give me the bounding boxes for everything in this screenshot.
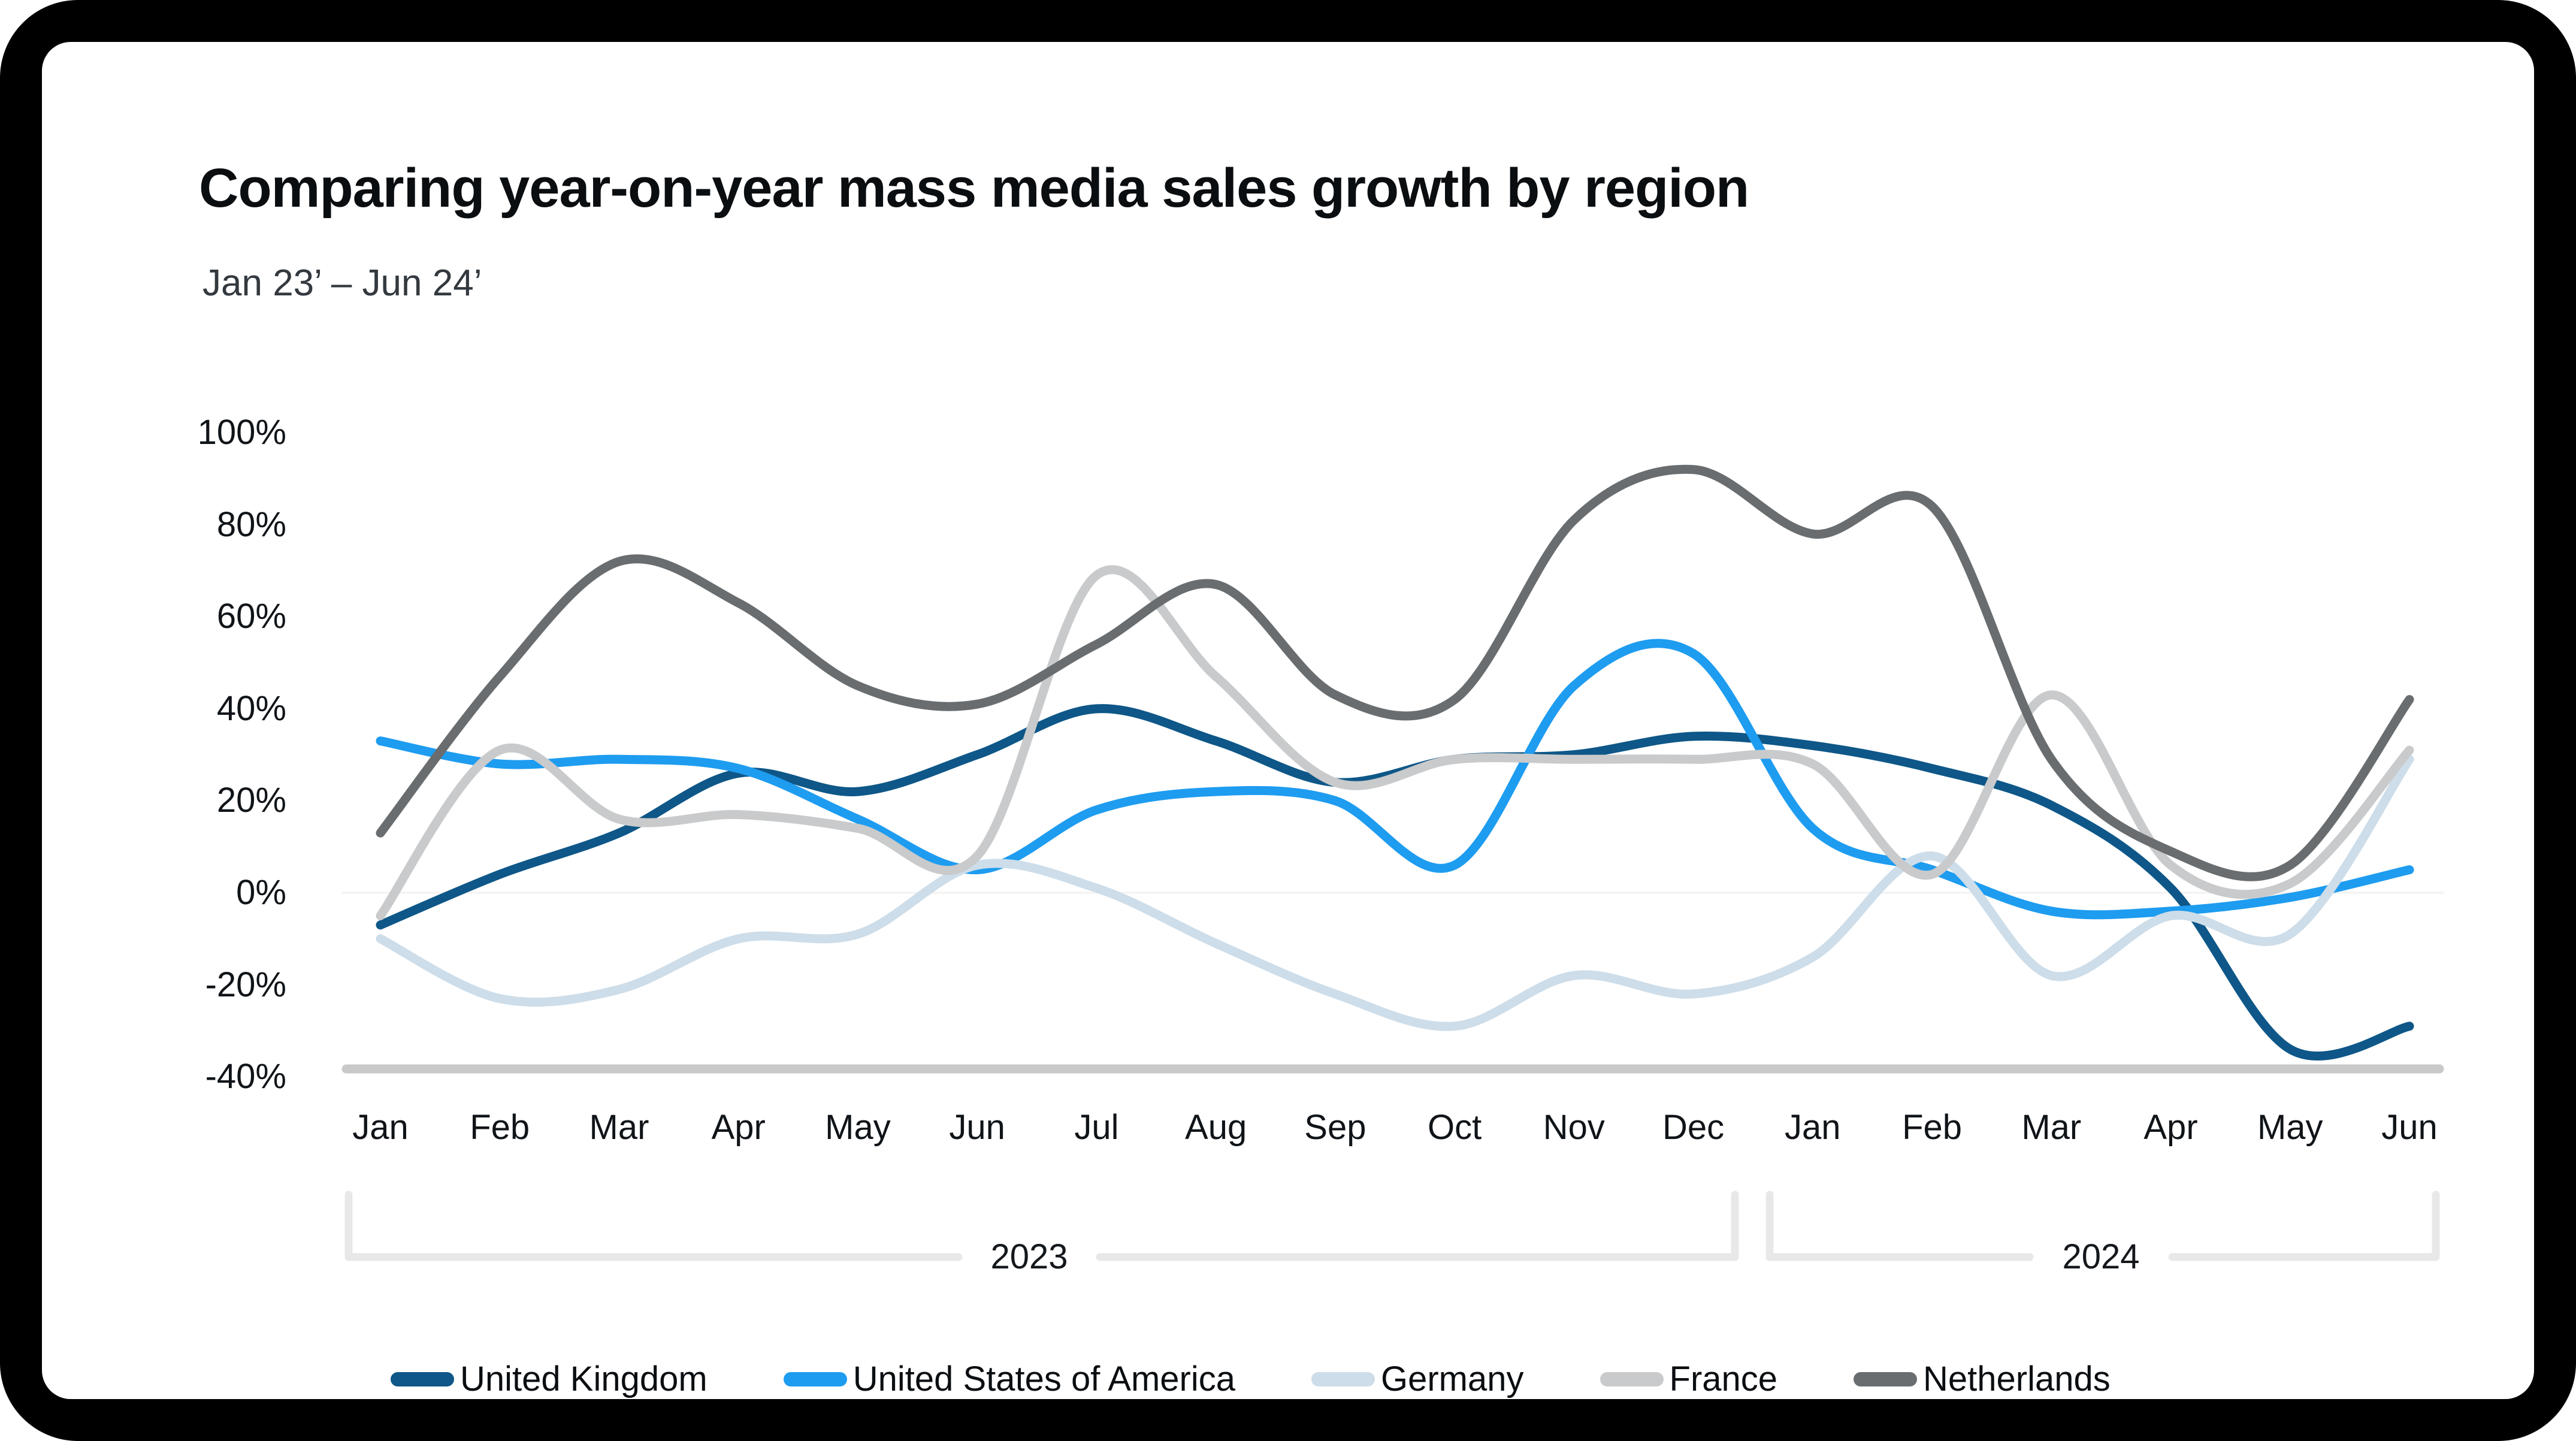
series-lines bbox=[376, 464, 2414, 1061]
x-tick-oct-9: Oct bbox=[1427, 1108, 1482, 1147]
legend-swatch-icon bbox=[783, 1372, 847, 1386]
legend-label: France bbox=[1669, 1360, 1778, 1398]
y-tick--40: -40% bbox=[205, 1057, 286, 1096]
y-tick-60: 60% bbox=[216, 597, 286, 636]
x-tick-mar-14: Mar bbox=[2021, 1108, 2082, 1147]
legend-label: United Kingdom bbox=[460, 1360, 708, 1398]
year-label-2024: 2024 bbox=[2062, 1237, 2140, 1276]
x-tick-sep-8: Sep bbox=[1304, 1108, 1366, 1147]
x-tick-apr-3: Apr bbox=[711, 1108, 766, 1147]
legend-label: Germany bbox=[1381, 1360, 1524, 1398]
x-tick-may-4: May bbox=[825, 1108, 891, 1147]
legend-label: Netherlands bbox=[1923, 1360, 2111, 1398]
x-tick-dec-11: Dec bbox=[1662, 1108, 1725, 1147]
line-chart bbox=[341, 464, 2444, 1261]
legend-item-united-kingdom: United Kingdom bbox=[391, 1362, 708, 1397]
chart-card: Comparing year-on-year mass media sales … bbox=[42, 42, 2534, 1399]
y-tick-0: 0% bbox=[236, 873, 286, 912]
x-tick-jun-5: Jun bbox=[949, 1108, 1005, 1147]
legend-item-germany: Germany bbox=[1311, 1362, 1524, 1397]
x-tick-aug-7: Aug bbox=[1185, 1108, 1247, 1147]
x-tick-nov-10: Nov bbox=[1543, 1108, 1605, 1147]
year-bracket-2024 bbox=[1765, 1191, 2440, 1261]
x-tick-jan-0: Jan bbox=[352, 1108, 409, 1147]
y-tick-40: 40% bbox=[216, 688, 286, 728]
date-range-subtitle: Jan 23’ – Jun 24’ bbox=[202, 262, 482, 304]
series-line-france bbox=[376, 565, 2414, 920]
legend-swatch-icon bbox=[1600, 1372, 1664, 1386]
x-tick-mar-2: Mar bbox=[589, 1108, 649, 1147]
year-bracket-2023 bbox=[344, 1191, 1739, 1261]
page-title: Comparing year-on-year mass media sales … bbox=[199, 158, 1749, 219]
x-tick-feb-1: Feb bbox=[470, 1108, 530, 1147]
chart-legend: United Kingdom United States of America Ge… bbox=[391, 1358, 2111, 1401]
y-tick-20: 20% bbox=[216, 781, 286, 820]
legend-swatch-icon bbox=[1311, 1372, 1375, 1386]
x-tick-jul-6: Jul bbox=[1074, 1108, 1119, 1147]
series-line-united-states-of-america bbox=[376, 639, 2414, 920]
legend-swatch-icon bbox=[1854, 1372, 1918, 1386]
series-line-netherlands bbox=[376, 464, 2414, 881]
x-tick-jun-17: Jun bbox=[2381, 1108, 2438, 1147]
legend-item-france: France bbox=[1600, 1360, 1778, 1398]
x-tick-jan-12: Jan bbox=[1785, 1108, 1841, 1147]
y-tick-80: 80% bbox=[216, 504, 286, 544]
y-tick-100: 100% bbox=[197, 413, 286, 452]
legend-item-united-states-of-america: United States of America bbox=[783, 1360, 1235, 1398]
x-tick-apr-15: Apr bbox=[2143, 1108, 2198, 1147]
x-tick-feb-13: Feb bbox=[1902, 1108, 1963, 1147]
legend-swatch-icon bbox=[391, 1372, 454, 1386]
year-label-2023: 2023 bbox=[990, 1237, 1068, 1276]
legend-item-netherlands: Netherlands bbox=[1854, 1362, 2111, 1397]
series-line-germany bbox=[376, 754, 2414, 1031]
y-tick--20: -20% bbox=[205, 965, 286, 1004]
legend-label: United States of America bbox=[852, 1360, 1235, 1398]
x-tick-may-16: May bbox=[2257, 1108, 2323, 1147]
